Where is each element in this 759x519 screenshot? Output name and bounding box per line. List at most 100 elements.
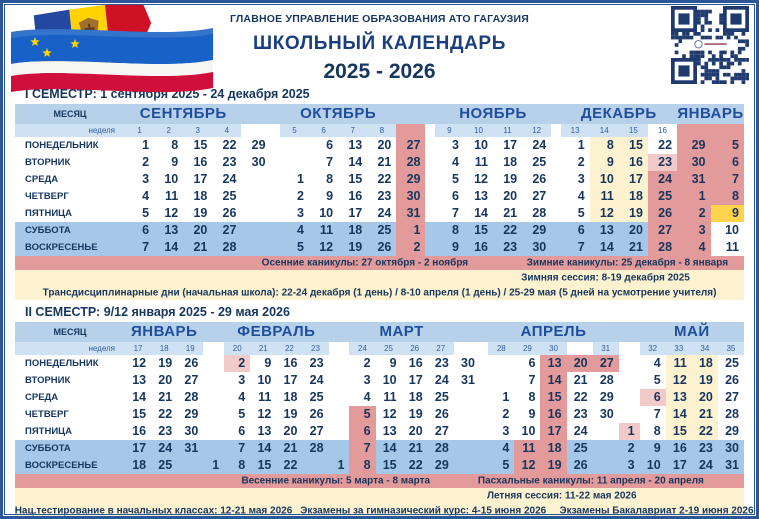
day-gap-cell bbox=[551, 222, 561, 239]
day-cell: 5 bbox=[710, 137, 744, 154]
day-cell: 9 bbox=[434, 239, 464, 256]
day-cell bbox=[328, 355, 350, 372]
day-cell: 16 bbox=[183, 154, 213, 171]
week-number-cell: 13 bbox=[560, 124, 590, 137]
day-gap-cell bbox=[425, 239, 435, 256]
day-cell: 15 bbox=[618, 137, 648, 154]
day-cell: 13 bbox=[463, 188, 494, 205]
day-cell: 17 bbox=[276, 372, 303, 389]
day-cell: 22 bbox=[276, 457, 303, 474]
month-gap-cell bbox=[425, 104, 435, 124]
day-cell: 12 bbox=[154, 205, 184, 222]
day-cell: 18 bbox=[276, 389, 303, 406]
day-gap-cell bbox=[270, 188, 280, 205]
day-cell: 14 bbox=[154, 239, 184, 256]
day-gap-cell bbox=[270, 137, 280, 154]
day-cell: 14 bbox=[665, 406, 692, 423]
day-cell: 26 bbox=[302, 406, 329, 423]
day-cell: 11 bbox=[463, 154, 494, 171]
day-cell: 7 bbox=[710, 171, 744, 188]
day-cell bbox=[203, 440, 225, 457]
day-cell: 10 bbox=[250, 372, 277, 389]
week-number-cell: 8 bbox=[367, 124, 397, 137]
day-gap-cell bbox=[551, 154, 561, 171]
day-cell: 16 bbox=[463, 239, 494, 256]
session-note: Нац.тестирование в начальных классах: 12… bbox=[14, 505, 293, 516]
day-cell: 9 bbox=[589, 154, 619, 171]
day-cell: 3 bbox=[560, 171, 590, 188]
day-cell: 2 bbox=[560, 154, 590, 171]
day-cell bbox=[203, 389, 225, 406]
day-cell bbox=[592, 440, 619, 457]
day-cell: 29 bbox=[592, 389, 619, 406]
day-cell bbox=[592, 457, 619, 474]
day-cell: 28 bbox=[522, 205, 552, 222]
day-gap-cell bbox=[425, 171, 435, 188]
day-cell: 26 bbox=[522, 171, 552, 188]
day-cell: 7 bbox=[639, 406, 666, 423]
day-cell bbox=[592, 423, 619, 440]
day-cell: 6 bbox=[434, 188, 464, 205]
week-number-cell: 29 bbox=[514, 342, 541, 355]
week-number-cell: 15 bbox=[618, 124, 648, 137]
day-cell: 25 bbox=[427, 389, 454, 406]
day-cell: 30 bbox=[396, 188, 426, 205]
day-cell: 15 bbox=[665, 423, 692, 440]
month-band-cell bbox=[396, 104, 426, 124]
holiday-note: Пасхальные каникулы: 11 апреля - 20 апре… bbox=[477, 475, 704, 487]
day-cell: 22 bbox=[566, 389, 593, 406]
day-cell: 29 bbox=[177, 406, 204, 423]
day-cell bbox=[203, 423, 225, 440]
day-cell: 10 bbox=[589, 171, 619, 188]
day-cell bbox=[453, 457, 480, 474]
semesters-container: I СЕМЕСТР: 1 сентября 2025 - 24 декабря … bbox=[14, 87, 754, 516]
day-cell bbox=[453, 389, 480, 406]
day-cell: 9 bbox=[250, 355, 277, 372]
month-gap-cell bbox=[270, 104, 280, 124]
day-cell: 3 bbox=[488, 423, 515, 440]
day-cell: 9 bbox=[309, 188, 339, 205]
week-number-cell: 14 bbox=[589, 124, 619, 137]
day-cell: 3 bbox=[434, 137, 464, 154]
organization-name: ГЛАВНОЕ УПРАВЛЕНИЕ ОБРАЗОВАНИЯ АТО ГАГАУ… bbox=[229, 13, 530, 25]
semester-heading: I СЕМЕСТР: 1 сентября 2025 - 24 декабря … bbox=[25, 87, 310, 101]
day-cell: 5 bbox=[434, 171, 464, 188]
day-cell: 6 bbox=[514, 355, 541, 372]
day-cell: 20 bbox=[367, 137, 397, 154]
day-gap-cell bbox=[425, 188, 435, 205]
week-number-cell: 27 bbox=[427, 342, 454, 355]
day-cell: 17 bbox=[493, 137, 523, 154]
day-cell bbox=[453, 423, 480, 440]
day-cell: 8 bbox=[154, 137, 184, 154]
day-cell: 5 bbox=[349, 406, 376, 423]
week-number-cell: 33 bbox=[665, 342, 692, 355]
day-cell: 7 bbox=[560, 239, 590, 256]
week-number-cell: 19 bbox=[177, 342, 204, 355]
day-cell: 30 bbox=[241, 154, 271, 171]
day-cell: 19 bbox=[493, 171, 523, 188]
day-cell: 23 bbox=[212, 154, 242, 171]
day-cell bbox=[241, 171, 271, 188]
day-cell: 21 bbox=[493, 205, 523, 222]
day-cell: 31 bbox=[717, 457, 744, 474]
day-cell: 19 bbox=[691, 372, 718, 389]
day-cell: 28 bbox=[212, 239, 242, 256]
day-cell: 8 bbox=[224, 457, 251, 474]
day-cell: 18 bbox=[493, 154, 523, 171]
day-cell bbox=[618, 372, 640, 389]
session-note: Летняя сессия: 11-22 мая 2026 bbox=[486, 490, 637, 501]
day-cell: 27 bbox=[522, 188, 552, 205]
day-cell: 5 bbox=[279, 239, 309, 256]
day-cell bbox=[453, 406, 480, 423]
day-cell: 14 bbox=[250, 440, 277, 457]
session-note: Трансдисциплинарные дни (начальная школа… bbox=[42, 287, 717, 298]
day-cell: 27 bbox=[647, 222, 678, 239]
day-cell: 6 bbox=[224, 423, 251, 440]
day-cell: 1 bbox=[560, 137, 590, 154]
day-cell: 1 bbox=[618, 423, 640, 440]
day-cell: 15 bbox=[375, 457, 402, 474]
day-cell: 27 bbox=[212, 222, 242, 239]
day-cell: 22 bbox=[493, 222, 523, 239]
day-row-label: ВТОРНИК bbox=[15, 372, 125, 389]
day-cell: 11 bbox=[710, 239, 744, 256]
